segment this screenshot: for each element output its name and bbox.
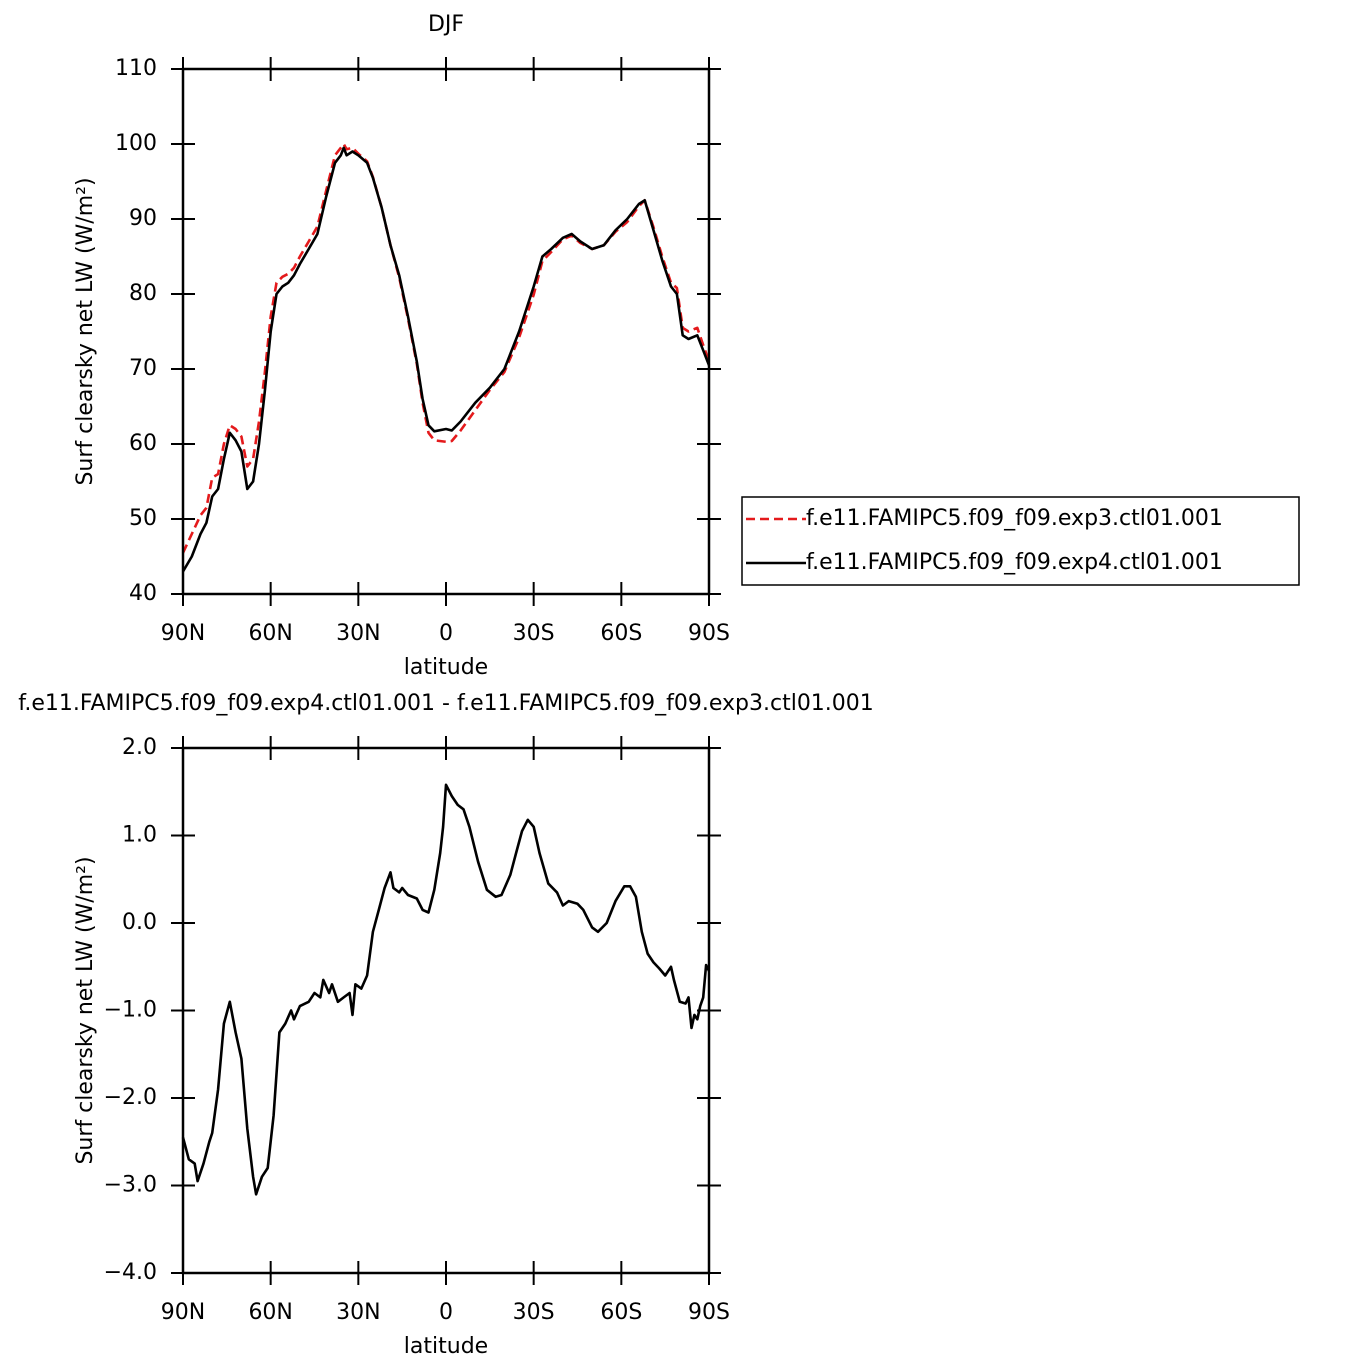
y-tick-label: 90 [129,206,157,231]
x-tick-label: 90N [161,621,205,646]
y-tick-label: −1.0 [104,998,157,1023]
x-tick-label: 0 [439,621,453,646]
y-tick-label: 50 [129,506,157,531]
y-tick-label: 40 [129,581,157,606]
chart-title: DJF [428,12,464,37]
y-tick-label: 80 [129,281,157,306]
x-tick-label: 30S [513,621,555,646]
x-tick-label: 90S [688,621,730,646]
series-line [181,146,711,573]
x-tick-label: 0 [439,1300,453,1325]
plot-frame [181,67,711,596]
x-tick-label: 60N [248,621,292,646]
y-tick-label: 100 [115,131,157,156]
x-tick-label: 60N [248,1300,292,1325]
y-tick-label: 0.0 [122,910,157,935]
y-tick-label: 1.0 [122,823,157,848]
y-axis-label: Surf clearsky net LW (W/m²) [73,856,98,1164]
x-tick-label: 60S [600,621,642,646]
y-tick-label: 70 [129,356,157,381]
x-tick-label: 30N [336,621,380,646]
y-tick-label: 60 [129,431,157,456]
chart-title: f.e11.FAMIPC5.f09_f09.exp4.ctl01.001 - f… [18,691,874,716]
legend-label: f.e11.FAMIPC5.f09_f09.exp4.ctl01.001 [806,550,1223,575]
series-line [181,142,711,554]
x-tick-label: 90S [688,1300,730,1325]
legend-label: f.e11.FAMIPC5.f09_f09.exp3.ctl01.001 [806,506,1223,531]
x-tick-label: 60S [600,1300,642,1325]
x-tick-label: 90N [161,1300,205,1325]
y-tick-label: −2.0 [104,1085,157,1110]
series-line [181,783,711,1196]
x-axis-label: latitude [404,1334,488,1359]
y-tick-label: 2.0 [122,735,157,760]
x-axis-label: latitude [404,655,488,680]
y-tick-label: −3.0 [104,1173,157,1198]
y-tick-label: −4.0 [104,1260,157,1285]
plot-frame [181,746,711,1275]
y-tick-label: 110 [115,56,157,81]
x-tick-label: 30S [513,1300,555,1325]
x-tick-label: 30N [336,1300,380,1325]
legend-box [741,496,1300,586]
y-axis-label: Surf clearsky net LW (W/m²) [73,177,98,485]
